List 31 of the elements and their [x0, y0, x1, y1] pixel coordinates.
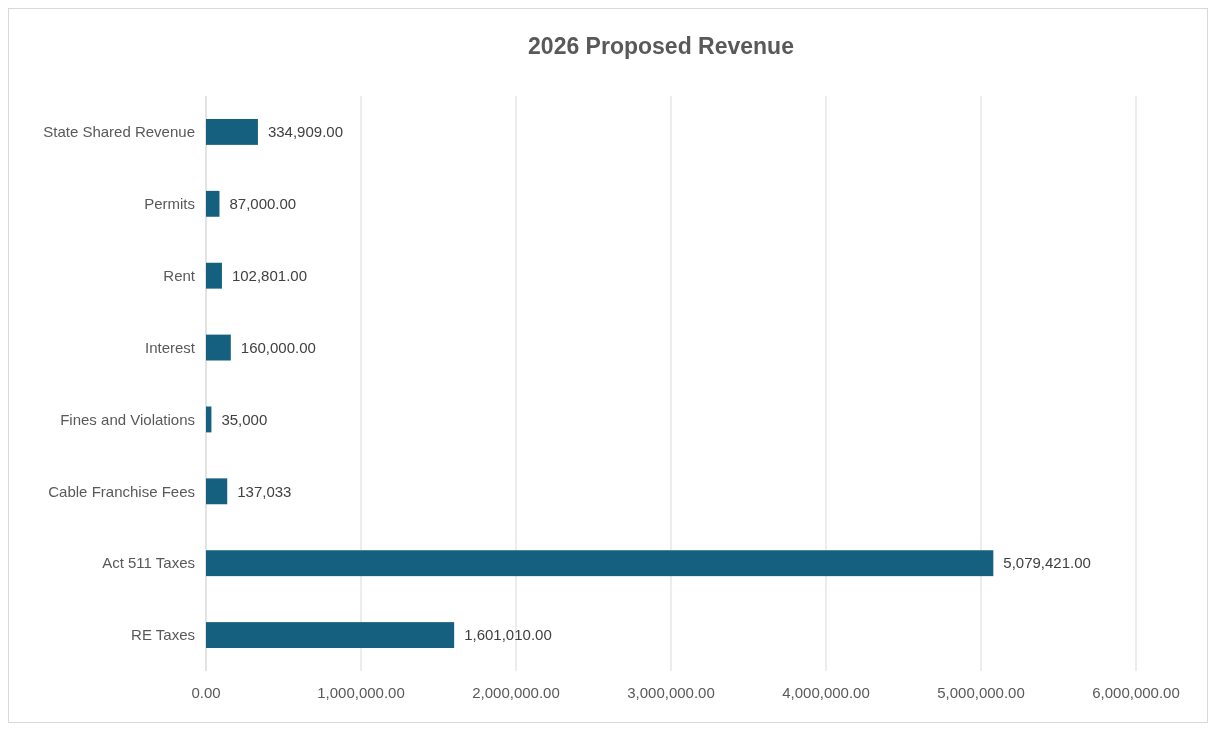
x-tick-label: 3,000,000.00	[627, 684, 715, 701]
y-tick-label: State Shared Revenue	[43, 123, 195, 141]
x-tick-label: 6,000,000.00	[1092, 684, 1180, 701]
x-tick-label: 0.00	[191, 684, 221, 701]
y-tick-label: Fines and Violations	[60, 410, 195, 428]
x-tick-label: 4,000,000.00	[782, 684, 870, 701]
y-tick-label: Permits	[144, 195, 195, 213]
data-label: 160,000.00	[240, 338, 316, 356]
bar	[206, 622, 455, 648]
data-label: 334,909.00	[267, 123, 343, 141]
y-tick-label: Rent	[163, 266, 196, 284]
bar	[206, 262, 222, 289]
y-tick-label: Cable Franchise Fees	[48, 482, 195, 500]
y-tick-label: RE Taxes	[131, 626, 195, 644]
data-label: 1,601,010.00	[464, 626, 552, 644]
data-label: 35,000	[221, 410, 268, 428]
data-label: 137,033	[237, 482, 292, 500]
x-tick-label: 1,000,000.00	[317, 684, 405, 701]
y-tick-label: Act 511 Taxes	[102, 554, 195, 572]
x-tick-label: 2,000,000.00	[472, 684, 560, 701]
chart-title: 2026 Proposed Revenue	[528, 33, 794, 59]
data-label: 87,000.00	[229, 195, 297, 213]
bar	[206, 478, 228, 505]
bar	[206, 190, 220, 217]
data-label: 102,801.00	[231, 266, 308, 284]
x-tick-label: 5,000,000.00	[937, 684, 1025, 701]
y-tick-label: Interest	[144, 338, 196, 356]
bar	[206, 334, 231, 361]
bar	[206, 550, 994, 577]
bar	[206, 119, 258, 145]
data-label: 5,079,421.00	[1003, 554, 1091, 572]
